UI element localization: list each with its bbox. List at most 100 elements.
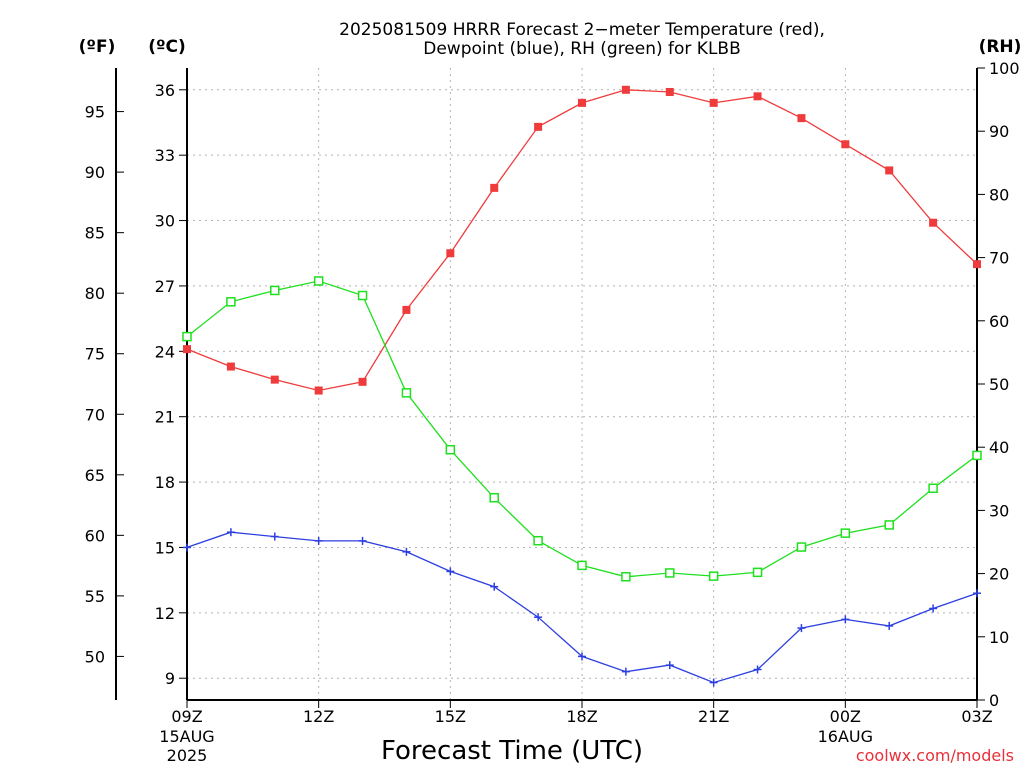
dewpoint-point [709, 678, 718, 687]
dewpoint-point [490, 582, 499, 591]
temperature-point [534, 122, 543, 131]
rh-unit-label: (RH) [979, 37, 1022, 57]
rh-point [884, 520, 894, 530]
rh-point [313, 276, 324, 286]
fahrenheit-tick-label: 80 [85, 284, 105, 303]
fahrenheit-tick-label: 85 [85, 224, 105, 243]
x-tick-label: 15Z [435, 707, 466, 726]
temperature-point [578, 98, 586, 107]
rh-point [182, 331, 192, 342]
dewpoint-point [446, 567, 455, 576]
rh-tick-label: 50 [989, 375, 1009, 394]
dewpoint-point [183, 543, 191, 552]
celsius-tick-label: 12 [155, 604, 175, 623]
temperature-point [885, 166, 894, 175]
plot-frame [115, 68, 978, 701]
celsius-tick-label: 27 [155, 277, 175, 296]
temperature-point [183, 345, 191, 354]
fahrenheit-tick-label: 90 [85, 163, 105, 182]
rh-point [577, 560, 587, 571]
rh-point [665, 568, 675, 578]
rh-point [401, 388, 412, 398]
temperature-point [841, 140, 850, 149]
dewpoint-point [402, 547, 411, 556]
temperature-point [797, 114, 806, 123]
celsius-tick-label: 9 [165, 669, 175, 688]
rh-point [357, 290, 368, 301]
axes-ticks-labels: 9 12 15 18 21 24 27 30 33 36 50 55 60 65 70 75 80 85 90 95 0… [85, 59, 1020, 765]
temperature-point [753, 92, 762, 101]
temperature-point [665, 87, 674, 96]
dewpoint-point [578, 652, 586, 661]
dewpoint-point [665, 661, 674, 670]
data-series [182, 85, 982, 687]
rh-point [928, 483, 938, 494]
celsius-tick-label: 30 [155, 212, 175, 231]
celsius-tick-label: 18 [155, 473, 175, 492]
celsius-tick-label: 15 [155, 538, 175, 557]
grid-lines [187, 68, 977, 700]
rh-point [489, 493, 499, 503]
dewpoint-point [797, 624, 806, 633]
rh-point [796, 542, 807, 552]
fahrenheit-unit-label: (ºF) [79, 37, 116, 57]
dewpoint-point [270, 532, 279, 541]
rh-tick-label: 0 [989, 691, 999, 710]
rh-point [752, 567, 763, 578]
x-date-label: 16AUG [818, 727, 873, 746]
temperature-point [446, 249, 455, 258]
fahrenheit-tick-label: 70 [85, 405, 105, 424]
dewpoint-point [929, 604, 938, 613]
temperature-point [929, 218, 938, 227]
chart-title-line2: Dewpoint (blue), RH (green) for KLBB [423, 39, 741, 59]
rh-point [972, 450, 982, 461]
temperature-point [402, 305, 411, 314]
rh-point [708, 571, 719, 581]
dewpoint-point [841, 615, 850, 624]
chart-title-line1: 2025081509 HRRR Forecast 2−meter Tempera… [339, 20, 825, 40]
x-tick-label: 09Z [171, 707, 202, 726]
temperature-point [973, 260, 981, 269]
series-rh [182, 276, 982, 582]
x-tick-label: 03Z [961, 707, 992, 726]
x-tick-label: 21Z [698, 707, 729, 726]
rh-tick-label: 10 [989, 628, 1009, 647]
rh-tick-label: 20 [989, 565, 1009, 584]
rh-tick-label: 60 [989, 312, 1009, 331]
dewpoint-point [621, 667, 630, 676]
rh-point [226, 297, 236, 307]
rh-tick-label: 80 [989, 185, 1009, 204]
temperature-point [314, 386, 323, 395]
dewpoint-point [534, 613, 543, 622]
fahrenheit-tick-label: 75 [85, 345, 105, 364]
fahrenheit-tick-label: 55 [85, 587, 105, 606]
rh-point [621, 572, 631, 582]
x-tick-label: 12Z [303, 707, 334, 726]
celsius-unit-label: (ºC) [148, 37, 186, 57]
rh-point [270, 285, 280, 296]
celsius-tick-label: 21 [155, 408, 175, 427]
dewpoint-point [885, 621, 894, 630]
temperature-point [621, 85, 630, 94]
fahrenheit-tick-label: 65 [85, 466, 105, 485]
rh-tick-label: 30 [989, 501, 1009, 520]
dewpoint-point [753, 665, 762, 674]
fahrenheit-tick-label: 95 [85, 103, 105, 122]
rh-point [840, 528, 851, 538]
rh-tick-label: 70 [989, 249, 1009, 268]
dewpoint-point [226, 528, 235, 537]
temperature-point [709, 98, 718, 107]
rh-tick-label: 90 [989, 122, 1009, 141]
celsius-tick-label: 33 [155, 146, 175, 165]
fahrenheit-tick-label: 50 [85, 647, 105, 666]
series-temperature [183, 85, 981, 395]
x-date-label: 2025 [167, 746, 208, 765]
rh-point [445, 444, 456, 455]
temperature-point [358, 377, 367, 386]
temperature-point [226, 362, 235, 371]
rh-tick-label: 100 [989, 59, 1020, 78]
credit-text: coolwx.com/models [856, 746, 1014, 765]
x-date-label: 15AUG [159, 727, 214, 746]
x-tick-label: 18Z [566, 707, 597, 726]
